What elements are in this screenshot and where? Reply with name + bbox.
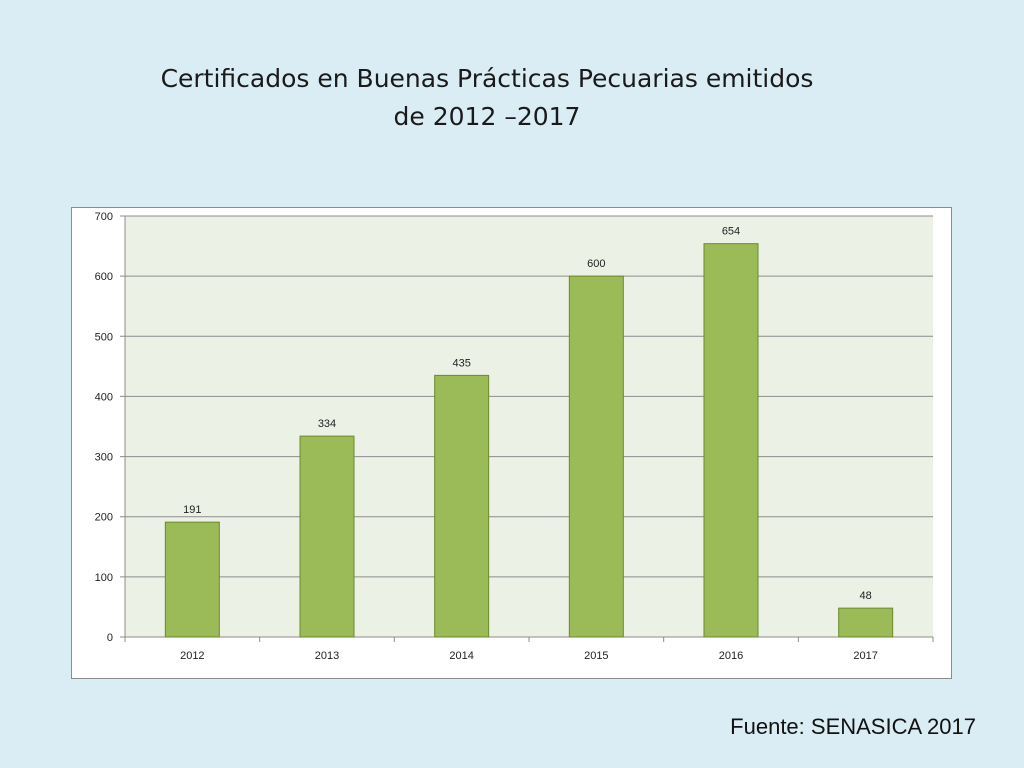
x-tick-label-2016: 2016 [719, 650, 743, 662]
x-tick-label-2013: 2013 [315, 650, 339, 662]
data-label-2013: 334 [318, 418, 336, 430]
x-tick-label-2014: 2014 [449, 650, 473, 662]
bar-2017 [838, 607, 894, 638]
y-tick-label: 600 [95, 271, 113, 283]
bar-2015 [568, 275, 624, 638]
y-tick-label: 500 [95, 331, 113, 343]
data-label-2015: 600 [587, 258, 605, 270]
data-label-2016: 654 [722, 226, 740, 238]
y-tick-label: 100 [95, 572, 113, 584]
data-label-2014: 435 [452, 357, 470, 369]
chart-frame: 0 100 200 300 400 500 600 700 191 2012 334 2013 435 2… [71, 207, 952, 679]
bar-2014 [434, 374, 490, 638]
data-label-2017: 48 [860, 590, 872, 602]
y-tick-label: 400 [95, 391, 113, 403]
bar-chart: 0 100 200 300 400 500 600 700 191 2012 334 2013 435 2… [95, 211, 934, 662]
x-tick-label-2015: 2015 [584, 650, 608, 662]
y-tick-label: 0 [107, 632, 113, 644]
y-tick-label: 300 [95, 452, 113, 464]
y-tick-label: 200 [95, 512, 113, 524]
bar-2013 [299, 435, 355, 638]
bar-2012 [164, 521, 220, 638]
x-tick-label-2017: 2017 [853, 650, 877, 662]
slide-title-line-1: Certificados en Buenas Prácticas Pecuari… [160, 64, 814, 93]
x-tick-label-2012: 2012 [180, 650, 204, 662]
plot-area [125, 216, 933, 637]
source-note: Fuente: SENASICA 2017 [730, 714, 976, 739]
data-label-2012: 191 [183, 504, 201, 516]
bar-2016 [703, 243, 759, 638]
slide-title: Certificados en Buenas Prácticas Pecuari… [0, 60, 974, 136]
y-tick-label: 700 [95, 211, 113, 223]
slide-title-line-2: de 2012 –2017 [393, 102, 581, 131]
